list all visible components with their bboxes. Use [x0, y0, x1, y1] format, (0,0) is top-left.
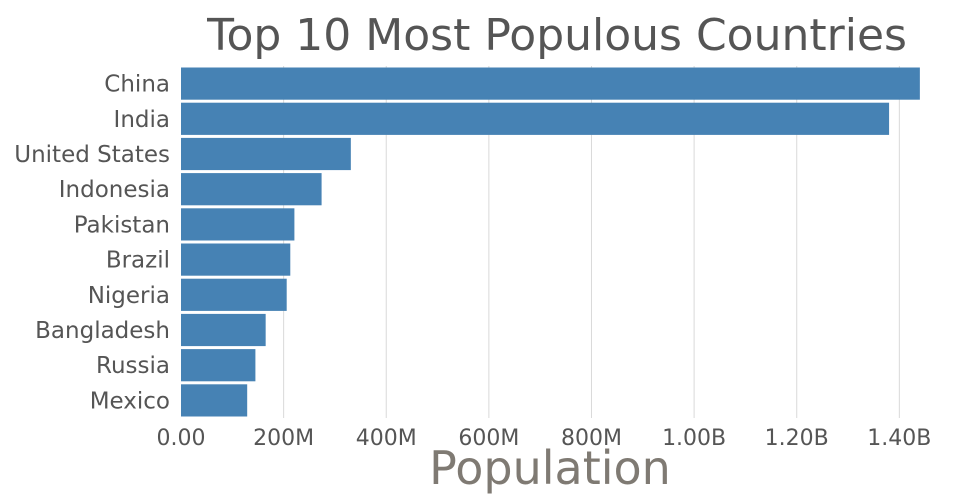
x-tick-label: 0.00 [157, 426, 206, 451]
category-label: Mexico [90, 388, 170, 414]
category-label: Indonesia [59, 177, 170, 203]
bar-pakistan [181, 208, 295, 241]
category-label: India [114, 107, 170, 133]
category-label: Pakistan [74, 212, 170, 238]
category-label: Nigeria [88, 283, 170, 309]
x-axis-label: Population [429, 441, 671, 495]
category-label: United States [14, 142, 170, 168]
x-tick-label: 1.20B [765, 426, 829, 451]
bar-russia [181, 349, 256, 382]
x-tick-label: 1.40B [867, 426, 931, 451]
bars [181, 67, 920, 417]
category-labels: China India United States Indonesia Pakistan… [14, 72, 170, 415]
x-tick-label: 600M [458, 426, 519, 451]
bar-nigeria [181, 278, 287, 311]
bar-united-states [181, 137, 351, 171]
x-tick-labels: 0.00 200M 400M 600M 800M 1.00B 1.20B 1.40B [157, 426, 932, 451]
category-label: China [104, 72, 170, 98]
bar-china [181, 67, 920, 100]
bar-bangladesh [181, 313, 266, 347]
x-tick-label: 800M [561, 426, 622, 451]
chart-title: Top 10 Most Populous Countries [206, 10, 907, 61]
category-label: Bangladesh [35, 318, 170, 344]
bar-indonesia [181, 173, 322, 206]
x-tick-label: 200M [253, 426, 314, 451]
category-label: Brazil [106, 248, 170, 274]
category-label: Russia [96, 353, 170, 379]
bar-brazil [181, 243, 291, 276]
bar-india [181, 102, 890, 135]
bar-mexico [181, 384, 248, 417]
x-tick-label: 400M [356, 426, 417, 451]
x-tick-label: 1.00B [662, 426, 726, 451]
